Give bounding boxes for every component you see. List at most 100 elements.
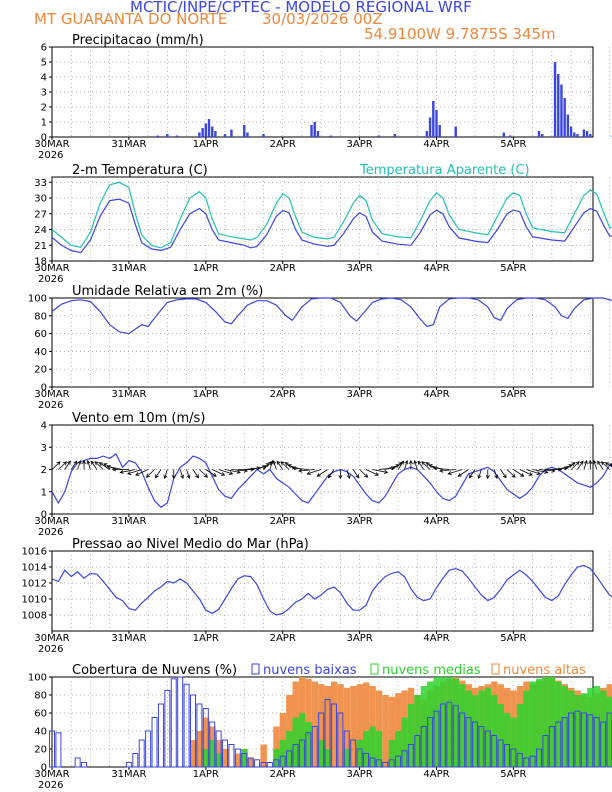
wind-arrow-head <box>346 474 351 479</box>
x-tick-label: 2APR <box>270 769 296 780</box>
wind-arrow <box>328 469 335 478</box>
cloud-low-bar <box>561 717 568 768</box>
wind-arrow <box>186 469 190 479</box>
wind-arrow-head <box>417 460 422 465</box>
wind-arrow-head <box>94 461 99 466</box>
wind-arrow <box>352 469 359 478</box>
precip-bar <box>393 134 397 137</box>
wind-arrow-head <box>73 460 78 465</box>
cloud-low-bar <box>266 762 273 768</box>
cloud-low-bar <box>388 759 395 768</box>
precip-bar <box>198 132 201 137</box>
x-tick-label: 2APR <box>270 139 296 150</box>
cloud-low-bar <box>382 762 389 768</box>
x-tick-label: 3APR <box>347 769 373 780</box>
model-title: MCTIC/INPE/CPTEC - MODELO REGIONAL WRF <box>130 0 472 16</box>
cloud-mid-bar <box>536 678 543 767</box>
cloud-mid-bar <box>356 740 363 767</box>
precip-bar <box>589 134 592 137</box>
wind-arrow-head <box>383 469 389 474</box>
cloud-mid-bar <box>305 722 312 767</box>
y-tick-label: 6 <box>41 43 47 54</box>
cloud-low-bar <box>356 748 363 768</box>
station-coordinates: 54.9100W 9.7875S 345m <box>364 25 556 43</box>
cloud-high-bar <box>388 696 396 767</box>
cloud-low-bar <box>510 748 517 768</box>
wind-arrow-head <box>432 466 437 471</box>
wind-arrow <box>513 469 524 477</box>
y-tick-label: 4 <box>41 73 47 84</box>
x-tick-label: 31MAR <box>111 139 146 150</box>
cloud-low-bar <box>375 759 382 768</box>
wind-arrow-head <box>298 468 303 473</box>
wind-arrow <box>359 469 368 478</box>
wind-arrow-head <box>447 471 452 475</box>
cloud-low-bar <box>536 748 543 768</box>
wind-arrow-head <box>272 460 277 465</box>
precip-bar <box>175 135 179 137</box>
x-year-label: 2026 <box>38 400 63 411</box>
cloud-mid-bar <box>375 731 383 767</box>
panel-frame <box>51 46 594 138</box>
wind-arrow-head <box>568 464 573 468</box>
cloud-high-bar <box>382 695 389 767</box>
wind-arrow <box>146 469 155 478</box>
cloud-mid-bar <box>401 717 408 767</box>
cloud-mid-bar <box>459 684 466 767</box>
y-tick-label: 27 <box>34 209 47 220</box>
precip-bar <box>553 62 557 137</box>
x-tick-label: 30MAR <box>34 263 69 274</box>
cloud-high-bar <box>189 740 197 767</box>
cloud-high-bar <box>247 758 255 767</box>
x-year-label: 2026 <box>38 527 63 538</box>
wind-arrow-head <box>171 475 176 480</box>
y-tick-label: 40 <box>34 347 47 358</box>
cloud-mid-bar <box>273 749 280 767</box>
y-tick-label: 24 <box>34 225 47 236</box>
cloud-mid-bar <box>574 695 581 767</box>
wind-arrow-head <box>604 462 610 467</box>
wind-arrow <box>439 469 456 472</box>
cloud-low-bar <box>234 748 241 768</box>
wind-arrow-head <box>457 472 462 477</box>
cloud-low-bar <box>247 757 254 768</box>
cloud-low-bar <box>125 762 132 768</box>
wind-arrow-head <box>597 460 601 465</box>
wind-arrow <box>397 461 404 470</box>
wind-arrow <box>519 469 533 476</box>
cloud-low-bar <box>350 739 357 768</box>
x-year-label: 2026 <box>38 150 63 161</box>
precip-bar <box>454 126 457 137</box>
cloud-mid-bar <box>215 753 223 767</box>
cloud-low-bar <box>446 701 453 768</box>
wind-arrow-head <box>469 474 473 479</box>
wind-arrow-head <box>536 471 541 475</box>
cloud-mid-bar <box>286 731 293 767</box>
cloud-low-bar <box>196 703 203 768</box>
y-tick-label: 2 <box>41 465 47 476</box>
wind-arrow-head <box>98 462 103 467</box>
precip-bar <box>502 132 505 137</box>
cloud-mid-bar <box>369 726 376 767</box>
precip-bar <box>557 74 560 137</box>
cloud-low-bar <box>49 730 55 768</box>
precip-bar <box>569 126 573 137</box>
wind-arrow-head <box>228 471 234 475</box>
wind-arrow-head <box>413 460 418 465</box>
cloud-low-bar <box>138 739 145 768</box>
cloud-low-bar <box>503 744 510 768</box>
precip-bar <box>508 135 512 137</box>
wind-arrow-head <box>119 469 124 474</box>
cloud-mid-bar <box>452 678 460 767</box>
wind-arrow <box>538 469 555 472</box>
wind-arrow-head <box>106 465 111 470</box>
cloud-mid-bar <box>606 696 612 767</box>
cloud-mid-bar <box>407 704 415 767</box>
cloud-low-bar <box>170 678 177 768</box>
cloud-high-bar <box>222 749 229 767</box>
x-tick-label: 5APR <box>500 516 526 527</box>
x-tick-label: 5APR <box>500 769 526 780</box>
cloud-mid-bar <box>478 690 485 767</box>
legend-swatch <box>251 663 260 675</box>
